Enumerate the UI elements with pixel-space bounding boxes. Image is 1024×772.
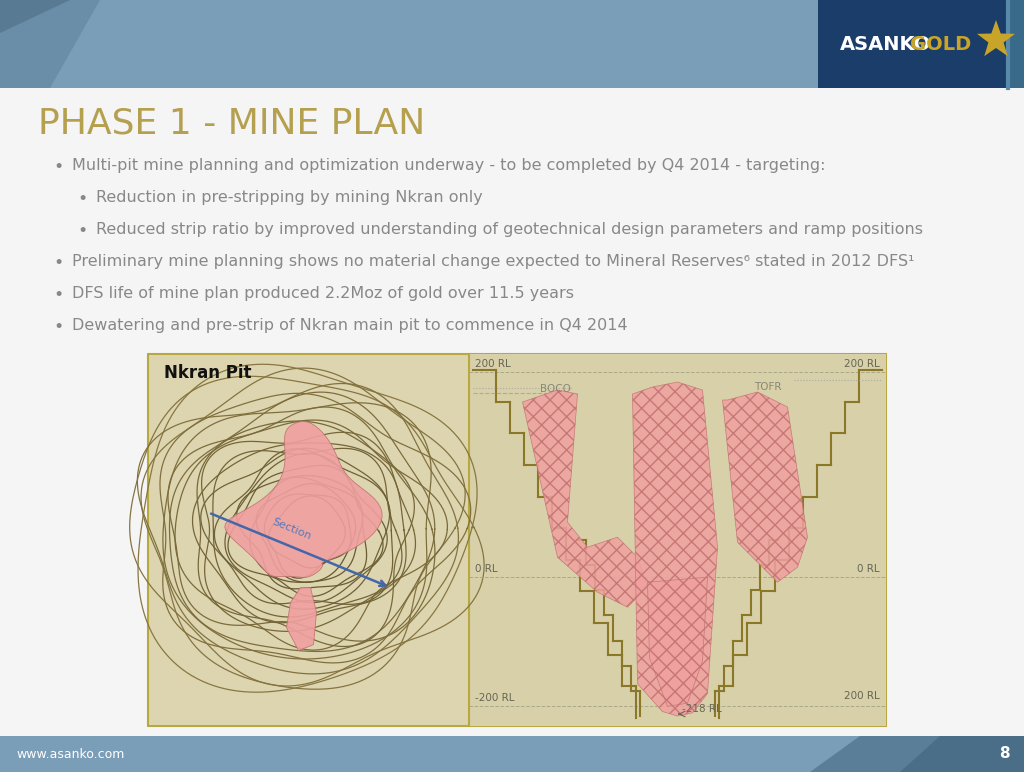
Bar: [469, 354, 886, 726]
Polygon shape: [225, 422, 382, 577]
Polygon shape: [810, 736, 1024, 772]
Text: •: •: [53, 254, 63, 272]
Polygon shape: [522, 390, 647, 608]
Polygon shape: [0, 0, 100, 88]
Polygon shape: [287, 587, 316, 651]
Text: Preliminary mine planning shows no material change expected to Mineral Reserves⁶: Preliminary mine planning shows no mater…: [72, 254, 914, 269]
Text: •: •: [53, 158, 63, 176]
Text: PHASE 1 - MINE PLAN: PHASE 1 - MINE PLAN: [38, 106, 425, 140]
Polygon shape: [647, 577, 708, 706]
Text: TOFR: TOFR: [755, 382, 781, 392]
Text: 8: 8: [999, 747, 1010, 761]
Bar: [818, 0, 1024, 88]
Polygon shape: [977, 20, 1015, 56]
Polygon shape: [0, 0, 70, 88]
Text: 0 RL: 0 RL: [475, 564, 498, 574]
Text: Reduced strip ratio by improved understanding of geotechnical design parameters : Reduced strip ratio by improved understa…: [96, 222, 923, 237]
Text: 0 RL: 0 RL: [857, 564, 880, 574]
Bar: [1008, 0, 1024, 88]
Text: Multi-pit mine planning and optimization underway - to be completed by Q4 2014 -: Multi-pit mine planning and optimization…: [72, 158, 825, 173]
Text: •: •: [77, 190, 87, 208]
Polygon shape: [633, 382, 718, 716]
Bar: [0, 736, 1024, 772]
Text: 200 RL: 200 RL: [844, 691, 880, 701]
Text: DFS life of mine plan produced 2.2Moz of gold over 11.5 years: DFS life of mine plan produced 2.2Moz of…: [72, 286, 574, 301]
Polygon shape: [55, 0, 175, 88]
Text: Dewatering and pre-strip of Nkran main pit to commence in Q4 2014: Dewatering and pre-strip of Nkran main p…: [72, 318, 628, 333]
Text: Nkran Pit: Nkran Pit: [164, 364, 252, 382]
Text: 200 RL: 200 RL: [844, 359, 880, 369]
Bar: [0, 0, 1024, 88]
Text: -200 RL: -200 RL: [475, 693, 514, 703]
Text: •: •: [53, 286, 63, 304]
Text: -218 RL: -218 RL: [683, 704, 722, 714]
Text: Reduction in pre-stripping by mining Nkran only: Reduction in pre-stripping by mining Nkr…: [96, 190, 482, 205]
Bar: [148, 354, 886, 726]
Text: Section: Section: [270, 517, 312, 542]
Text: GOLD: GOLD: [910, 35, 971, 53]
Text: www.asanko.com: www.asanko.com: [16, 747, 124, 760]
Text: •: •: [77, 222, 87, 240]
Text: 200 RL: 200 RL: [475, 359, 511, 369]
Polygon shape: [723, 392, 808, 582]
Text: ASANKO: ASANKO: [840, 35, 931, 53]
Polygon shape: [900, 736, 1024, 772]
Text: •: •: [53, 318, 63, 336]
Text: BOCO: BOCO: [540, 384, 570, 394]
